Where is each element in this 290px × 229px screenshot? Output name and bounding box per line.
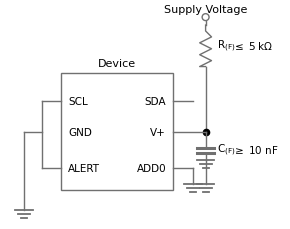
Text: SCL: SCL: [68, 97, 88, 107]
Text: $\leq$ 5 k$\Omega$: $\leq$ 5 k$\Omega$: [232, 40, 274, 52]
Text: GND: GND: [68, 127, 92, 137]
Text: Supply Voltage: Supply Voltage: [164, 5, 247, 15]
Text: $\geq$ 10 nF: $\geq$ 10 nF: [232, 143, 279, 155]
Text: C$_{\sf{(F)}}$: C$_{\sf{(F)}}$: [218, 142, 236, 157]
Text: V+: V+: [150, 127, 166, 137]
Text: Device: Device: [98, 58, 136, 68]
Text: SDA: SDA: [144, 97, 166, 107]
Text: ALERT: ALERT: [68, 164, 100, 174]
Text: ADD0: ADD0: [136, 164, 166, 174]
Text: R$_{\sf{(F)}}$: R$_{\sf{(F)}}$: [218, 38, 236, 53]
